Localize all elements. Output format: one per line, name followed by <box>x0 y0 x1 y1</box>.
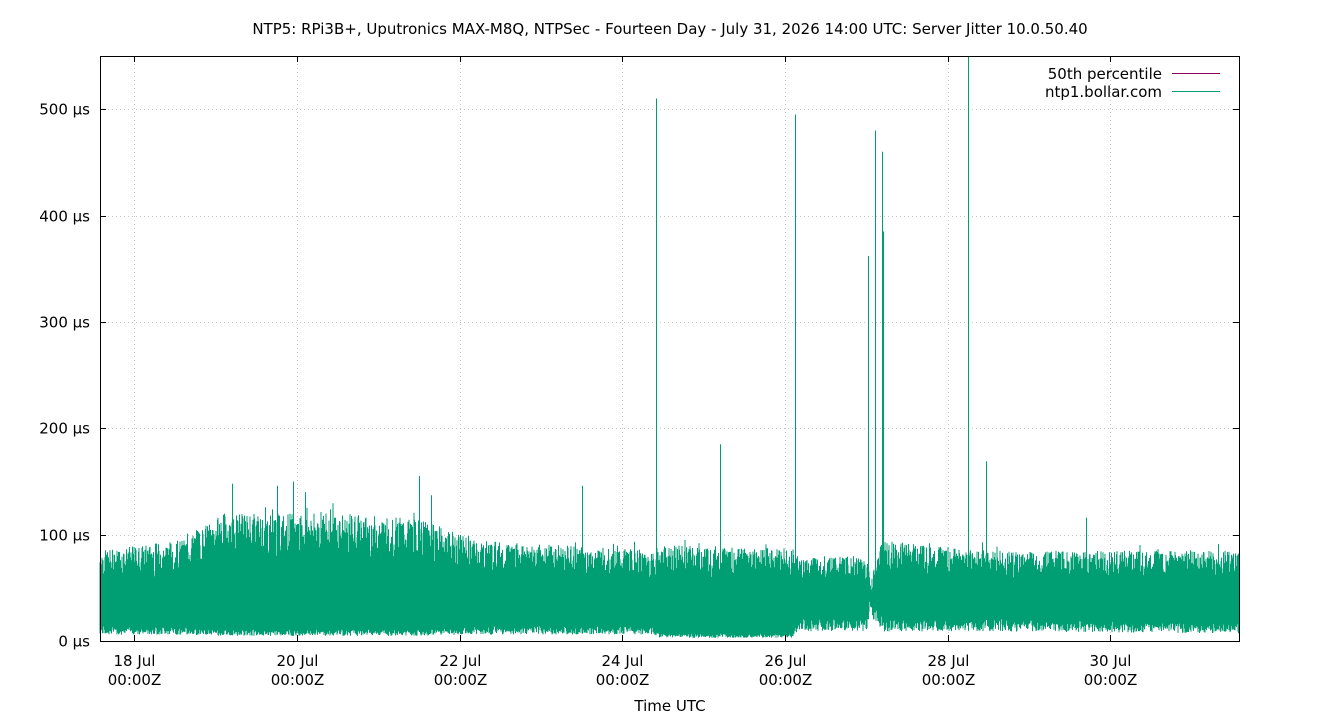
legend: 50th percentile ntp1.bollar.com <box>1045 65 1220 101</box>
x-tick-label-time: 00:00Z <box>1084 671 1138 689</box>
x-tick-label-date: 26 Jul <box>765 652 807 670</box>
x-tick-label-date: 28 Jul <box>928 652 970 670</box>
plot-border <box>100 56 1240 642</box>
legend-label-percentile: 50th percentile <box>1048 65 1162 83</box>
x-tick-label-time: 00:00Z <box>271 671 325 689</box>
x-tick-label-time: 00:00Z <box>596 671 650 689</box>
y-tick-label: 300 µs <box>39 314 90 332</box>
axis-ticks: 0 µs 100 µs 200 µs 300 µs 400 µs 500 µs 18 Jul… <box>39 56 1239 689</box>
grid <box>100 56 1239 641</box>
x-tick-label-date: 22 Jul <box>440 652 482 670</box>
x-tick-label-date: 30 Jul <box>1090 652 1132 670</box>
y-tick-label: 100 µs <box>39 527 90 545</box>
legend-label-server: ntp1.bollar.com <box>1045 83 1162 101</box>
x-tick-label-date: 24 Jul <box>602 652 644 670</box>
chart-title: NTP5: RPi3B+, Uputronics MAX-M8Q, NTPSec… <box>252 20 1087 38</box>
y-tick-label: 400 µs <box>39 208 90 226</box>
x-tick-label-time: 00:00Z <box>759 671 813 689</box>
x-tick-label-date: 20 Jul <box>277 652 319 670</box>
x-tick-label-date: 18 Jul <box>114 652 156 670</box>
y-tick-label: 500 µs <box>39 101 90 119</box>
x-tick-label-time: 00:00Z <box>108 671 162 689</box>
y-tick-label: 200 µs <box>39 420 90 438</box>
x-tick-label-time: 00:00Z <box>434 671 488 689</box>
plot-area <box>99 56 1240 638</box>
y-tick-label: 0 µs <box>58 633 90 651</box>
server-jitter-trace <box>99 503 1240 638</box>
x-tick-label-time: 00:00Z <box>922 671 976 689</box>
x-axis-label: Time UTC <box>633 697 705 715</box>
